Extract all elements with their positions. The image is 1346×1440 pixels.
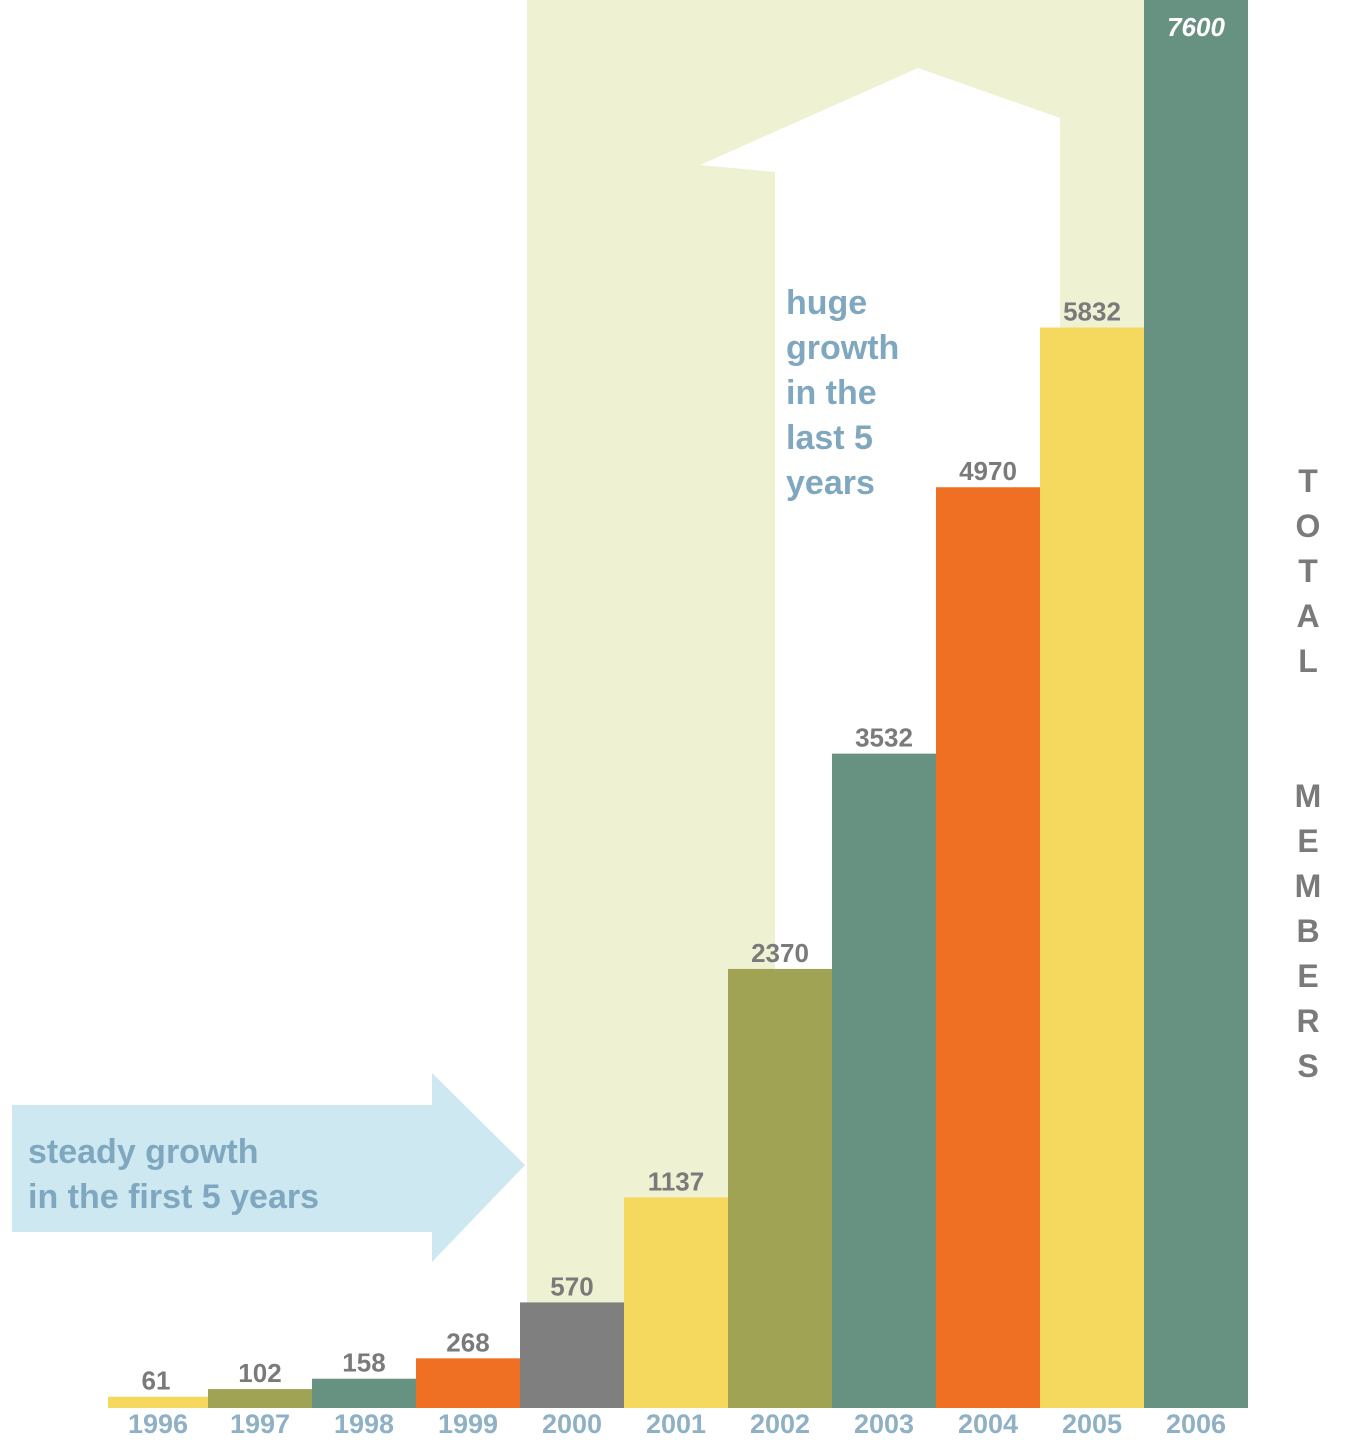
bar-1996 (108, 1396, 208, 1408)
year-label-2006: 2006 (1166, 1409, 1226, 1439)
huge-growth-line-5: years (786, 464, 875, 502)
steady-growth-line-1: steady growth (28, 1133, 258, 1171)
year-label-1999: 1999 (438, 1409, 498, 1439)
huge-growth-line-4: last 5 (786, 419, 873, 457)
year-label-2001: 2001 (646, 1409, 706, 1439)
y-axis-title-letter: E (1297, 958, 1318, 994)
year-label-1998: 1998 (334, 1409, 394, 1439)
year-label-2000: 2000 (542, 1409, 602, 1439)
huge-growth-line-3: in the (786, 374, 877, 412)
steady-growth-annotation: steady growth in the first 5 years (28, 1133, 319, 1216)
bar-1999 (416, 1358, 520, 1408)
y-axis-title-letter: S (1297, 1048, 1318, 1084)
y-axis-title-letter: M (1295, 868, 1322, 904)
value-labels-layer: 61 102 158 268 570 1137 2370 3532 4970 5832 7600 (142, 12, 1226, 1396)
y-axis-title-letter: L (1298, 643, 1318, 679)
y-axis-title-letter: M (1295, 778, 1322, 814)
value-label-2002: 2370 (751, 938, 809, 968)
year-label-2003: 2003 (854, 1409, 914, 1439)
huge-growth-line-1: huge (786, 284, 867, 322)
value-label-1996: 61 (142, 1366, 171, 1396)
bar-2006 (1144, 0, 1248, 1408)
year-label-1997: 1997 (230, 1409, 290, 1439)
y-axis-title-letter: E (1297, 823, 1318, 859)
value-label-2000: 570 (550, 1271, 593, 1301)
steady-growth-line-2: in the first 5 years (28, 1178, 319, 1216)
value-label-2005: 5832 (1063, 297, 1121, 327)
bars-layer (108, 0, 1248, 1409)
year-label-1996: 1996 (128, 1409, 188, 1439)
y-axis-title-letter: B (1296, 913, 1319, 949)
bar-2002 (728, 968, 832, 1408)
value-label-2001: 1137 (648, 1166, 704, 1196)
huge-growth-annotation: huge growth in the last 5 years (786, 284, 909, 502)
year-labels-layer: 1996 1997 1998 1999 2000 2001 2002 2003 2004 2005… (128, 1409, 1226, 1439)
year-label-2002: 2002 (750, 1409, 810, 1439)
y-axis-title-letter: A (1296, 598, 1319, 634)
bar-2000 (520, 1302, 624, 1408)
y-axis-title-letter: R (1296, 1003, 1319, 1039)
bar-2004 (936, 487, 1040, 1409)
value-label-2003: 3532 (855, 723, 913, 753)
y-axis-title-letter: T (1298, 553, 1318, 589)
bar-2005 (1040, 327, 1144, 1408)
bar-2003 (832, 753, 936, 1408)
value-label-2006: 7600 (1167, 12, 1225, 42)
huge-growth-line-2: growth (786, 329, 899, 367)
y-axis-title-letter: T (1298, 463, 1318, 499)
bar-2001 (624, 1197, 728, 1408)
value-label-1999: 268 (446, 1327, 489, 1357)
year-label-2005: 2005 (1062, 1409, 1122, 1439)
y-axis-title-letter: O (1296, 508, 1321, 544)
bar-1997 (208, 1389, 312, 1408)
value-label-1997: 102 (238, 1358, 281, 1388)
value-label-2004: 4970 (959, 456, 1017, 486)
bar-1998 (312, 1378, 416, 1408)
value-label-1998: 158 (342, 1348, 385, 1378)
year-label-2004: 2004 (958, 1409, 1018, 1439)
steady-growth-arrow (12, 1073, 525, 1262)
